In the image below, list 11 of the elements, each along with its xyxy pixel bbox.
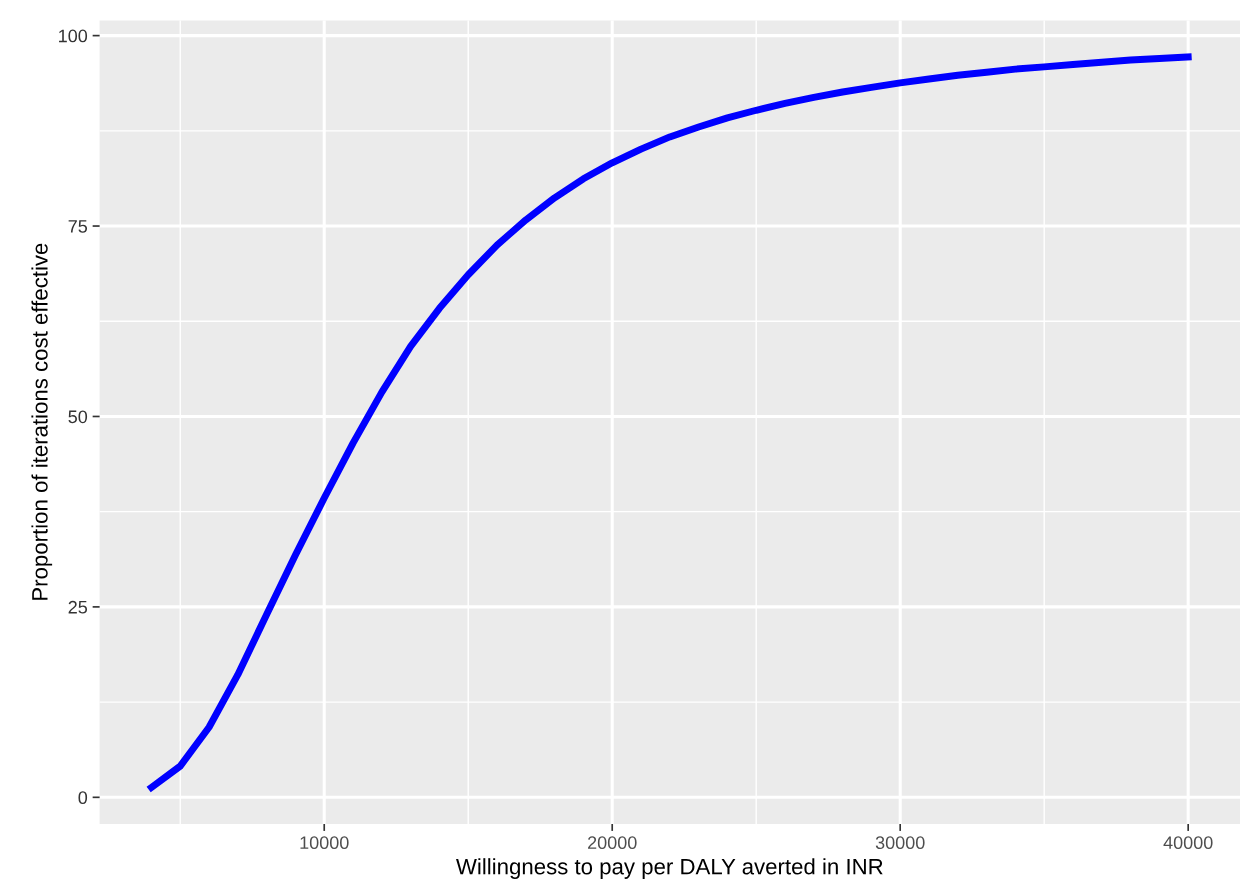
x-axis-title: Willingness to pay per DALY averted in INR (456, 858, 883, 879)
y-tick-label: 25 (68, 600, 88, 614)
x-tick-label: 30000 (875, 836, 925, 850)
y-tick-label: 75 (68, 220, 88, 233)
y-tick-label: 100 (59, 29, 88, 43)
x-tick-label: 10000 (300, 836, 349, 850)
y-tick-label: 0 (78, 791, 88, 805)
x-tick-label: 40000 (1163, 836, 1213, 850)
x-tick-label: 20000 (588, 836, 637, 850)
y-tick-label: 50 (68, 410, 88, 424)
y-axis-title: Proportion of iterations cost effective (31, 243, 53, 600)
